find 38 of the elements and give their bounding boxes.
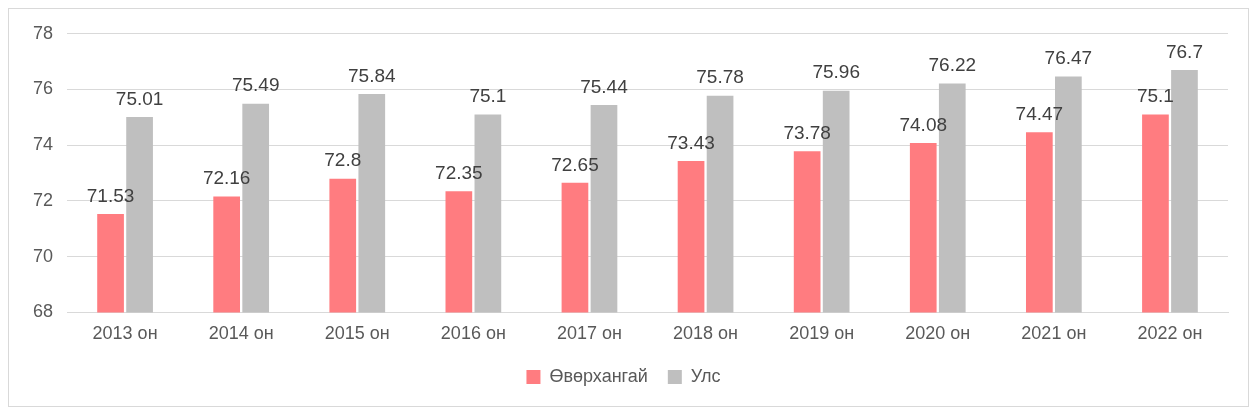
data-label: 76.7 <box>1165 40 1203 62</box>
data-label: 75.1 <box>1136 85 1174 107</box>
x-tick-label: 2021 он <box>1021 323 1087 344</box>
x-tick-label: 2015 он <box>324 323 390 344</box>
data-label: 75.49 <box>231 74 280 96</box>
x-tick-label: 2022 он <box>1137 323 1203 344</box>
x-tick-label: 2014 он <box>208 323 274 344</box>
legend-label: Улс <box>690 365 721 386</box>
y-tick-label: 72 <box>32 189 54 210</box>
data-label: 76.22 <box>928 54 977 76</box>
data-label: 72.35 <box>435 161 483 183</box>
data-label: 75.78 <box>696 66 744 88</box>
y-tick-label: 68 <box>32 301 54 322</box>
data-label: 75.84 <box>348 64 396 86</box>
data-label: 75.44 <box>580 75 629 97</box>
data-label: 75.01 <box>115 87 164 109</box>
data-label: 74.08 <box>899 113 948 135</box>
data-label: 75.1 <box>469 85 507 107</box>
x-tick-label: 2016 он <box>440 323 506 344</box>
x-tick-label: 2017 он <box>556 323 622 344</box>
data-label: 72.16 <box>202 167 251 189</box>
x-tick-label: 2018 он <box>673 323 739 344</box>
y-tick-label: 70 <box>32 245 54 266</box>
y-tick-label: 78 <box>32 22 54 43</box>
data-label: 73.78 <box>783 122 831 144</box>
data-label: 76.47 <box>1044 47 1093 69</box>
y-tick-label: 74 <box>32 134 54 155</box>
data-label: 72.65 <box>551 153 599 175</box>
data-label: 73.43 <box>667 131 715 153</box>
x-tick-label: 2019 он <box>789 323 855 344</box>
y-tick-label: 76 <box>32 78 54 99</box>
x-tick-label: 2013 он <box>92 323 158 344</box>
data-label: 72.8 <box>324 149 362 171</box>
data-label: 75.96 <box>812 61 860 83</box>
data-label: 71.53 <box>86 184 135 206</box>
legend-label: Өвөрхангай <box>549 365 648 386</box>
x-tick-label: 2020 он <box>905 323 971 344</box>
data-label: 74.47 <box>1015 102 1064 124</box>
